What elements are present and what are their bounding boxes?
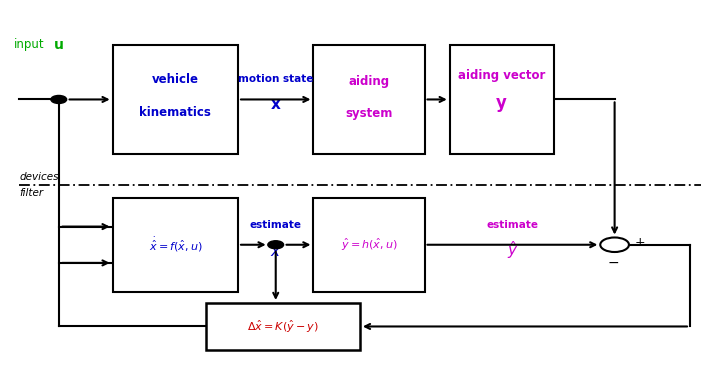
Text: aiding vector: aiding vector	[458, 69, 545, 82]
Bar	[206, 303, 360, 350]
Bar	[313, 198, 425, 292]
Text: devices: devices	[19, 172, 59, 182]
Text: motion state: motion state	[238, 75, 313, 85]
Bar	[450, 45, 554, 154]
Text: input: input	[14, 38, 45, 52]
Bar	[112, 45, 238, 154]
Text: estimate: estimate	[487, 220, 539, 230]
Bar	[112, 198, 238, 292]
Text: $\Delta\hat{x} = K(\hat{y} - y)$: $\Delta\hat{x} = K(\hat{y} - y)$	[247, 318, 319, 335]
Circle shape	[268, 241, 284, 249]
Text: $\hat{y} = h(\hat{x},u)$: $\hat{y} = h(\hat{x},u)$	[341, 236, 397, 253]
Text: system: system	[346, 108, 392, 120]
Text: $\hat{x}$: $\hat{x}$	[270, 241, 282, 259]
Text: aiding: aiding	[348, 75, 390, 88]
Text: filter: filter	[19, 188, 43, 198]
Text: vehicle: vehicle	[152, 73, 199, 86]
Bar	[313, 45, 425, 154]
Text: $\mathbf{x}$: $\mathbf{x}$	[270, 97, 282, 112]
Text: $\mathbf{u}$: $\mathbf{u}$	[53, 38, 64, 52]
Text: −: −	[608, 255, 619, 270]
Text: estimate: estimate	[250, 220, 302, 230]
Text: $\mathbf{y}$: $\mathbf{y}$	[495, 96, 508, 114]
Text: kinematics: kinematics	[140, 106, 211, 119]
Text: +: +	[635, 236, 645, 250]
Text: $\hat{y}$: $\hat{y}$	[507, 239, 518, 261]
Text: $\dot{\hat{x}} = f(\hat{x},u)$: $\dot{\hat{x}} = f(\hat{x},u)$	[148, 235, 202, 254]
Circle shape	[51, 96, 67, 104]
